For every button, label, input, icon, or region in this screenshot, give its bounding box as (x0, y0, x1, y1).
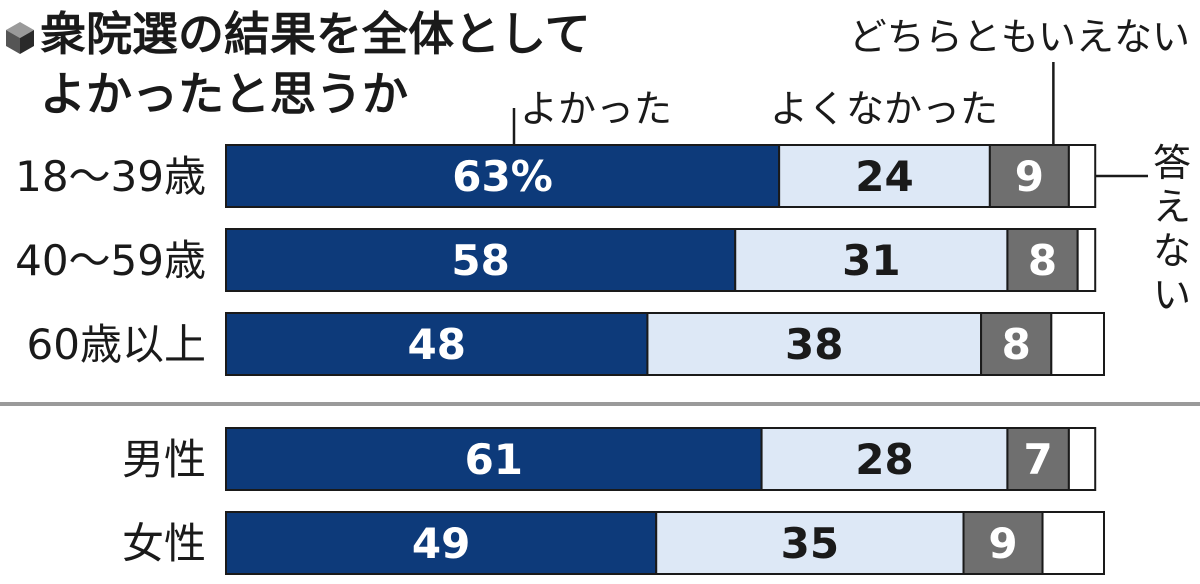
bar-segment-no-answer (1050, 312, 1105, 376)
bar-segment-dochiratomo (1006, 427, 1070, 491)
bar-segment-no-answer (1041, 511, 1106, 575)
bar-value-label: 9 (1015, 152, 1044, 201)
bar-segment-yokunakatta (778, 144, 991, 208)
bar-segment-no-answer (1076, 228, 1097, 292)
bar-value-label: 8 (1028, 236, 1057, 285)
bar-value-label: 48 (407, 320, 465, 369)
bar-value-label: 49 (412, 519, 470, 568)
bar-segment-dochiratomo (980, 312, 1053, 376)
chart-title-line-2: よかったと思うか (40, 67, 408, 121)
bar-segment-yokatta (225, 144, 781, 208)
chart-title-line-1: 衆院選の結果を全体として (40, 7, 591, 61)
bar-value-label: 9 (988, 519, 1017, 568)
row-label: 男性 (122, 435, 206, 484)
legend-no-answer-char-4: い (1153, 273, 1191, 317)
legend-yokunakatta: よくなかった (770, 87, 998, 131)
bar-value-label: 63% (452, 152, 553, 201)
row-label: 女性 (122, 519, 206, 568)
bar-value-label: 7 (1024, 435, 1053, 484)
bar-segment-yokunakatta (655, 511, 965, 575)
legend-yokatta: よかった (520, 87, 672, 131)
bar-value-label: 38 (785, 320, 843, 369)
bar-value-label: 8 (1002, 320, 1031, 369)
row-label: 60歳以上 (27, 320, 206, 369)
bar-segment-no-answer (1067, 427, 1097, 491)
bar-segment-yokunakatta (760, 427, 1009, 491)
bar-segment-dochiratomo (962, 511, 1044, 575)
bar-value-label: 24 (855, 152, 913, 201)
bar-segment-yokunakatta (646, 312, 983, 376)
bar-segment-yokatta (225, 511, 658, 575)
bar-value-label: 31 (842, 236, 900, 285)
title-cube-icon (6, 22, 34, 54)
chart-rows: 18〜39歳 63% 24 9 40〜59歳 58 31 8 60歳以上 48 38 8 男性 61 28 7… (15, 144, 1106, 575)
bar-segment-dochiratomo (1006, 228, 1079, 292)
bar-segment-yokatta (225, 312, 649, 376)
legend-no-answer-char-1: 答 (1153, 141, 1191, 185)
legend-no-answer-char-3: な (1153, 229, 1191, 273)
bar-value-label: 35 (781, 519, 839, 568)
bar-value-label: 28 (855, 435, 913, 484)
bar-value-label: 58 (451, 236, 509, 285)
bar-segment-no-answer (1067, 144, 1097, 208)
row-label: 18〜39歳 (15, 152, 206, 201)
row-label: 40〜59歳 (15, 236, 206, 285)
legend-no-answer-char-2: え (1153, 185, 1191, 229)
legend-dochiratomo: どちらともいえない (849, 15, 1190, 59)
bar-value-label: 61 (465, 435, 523, 484)
